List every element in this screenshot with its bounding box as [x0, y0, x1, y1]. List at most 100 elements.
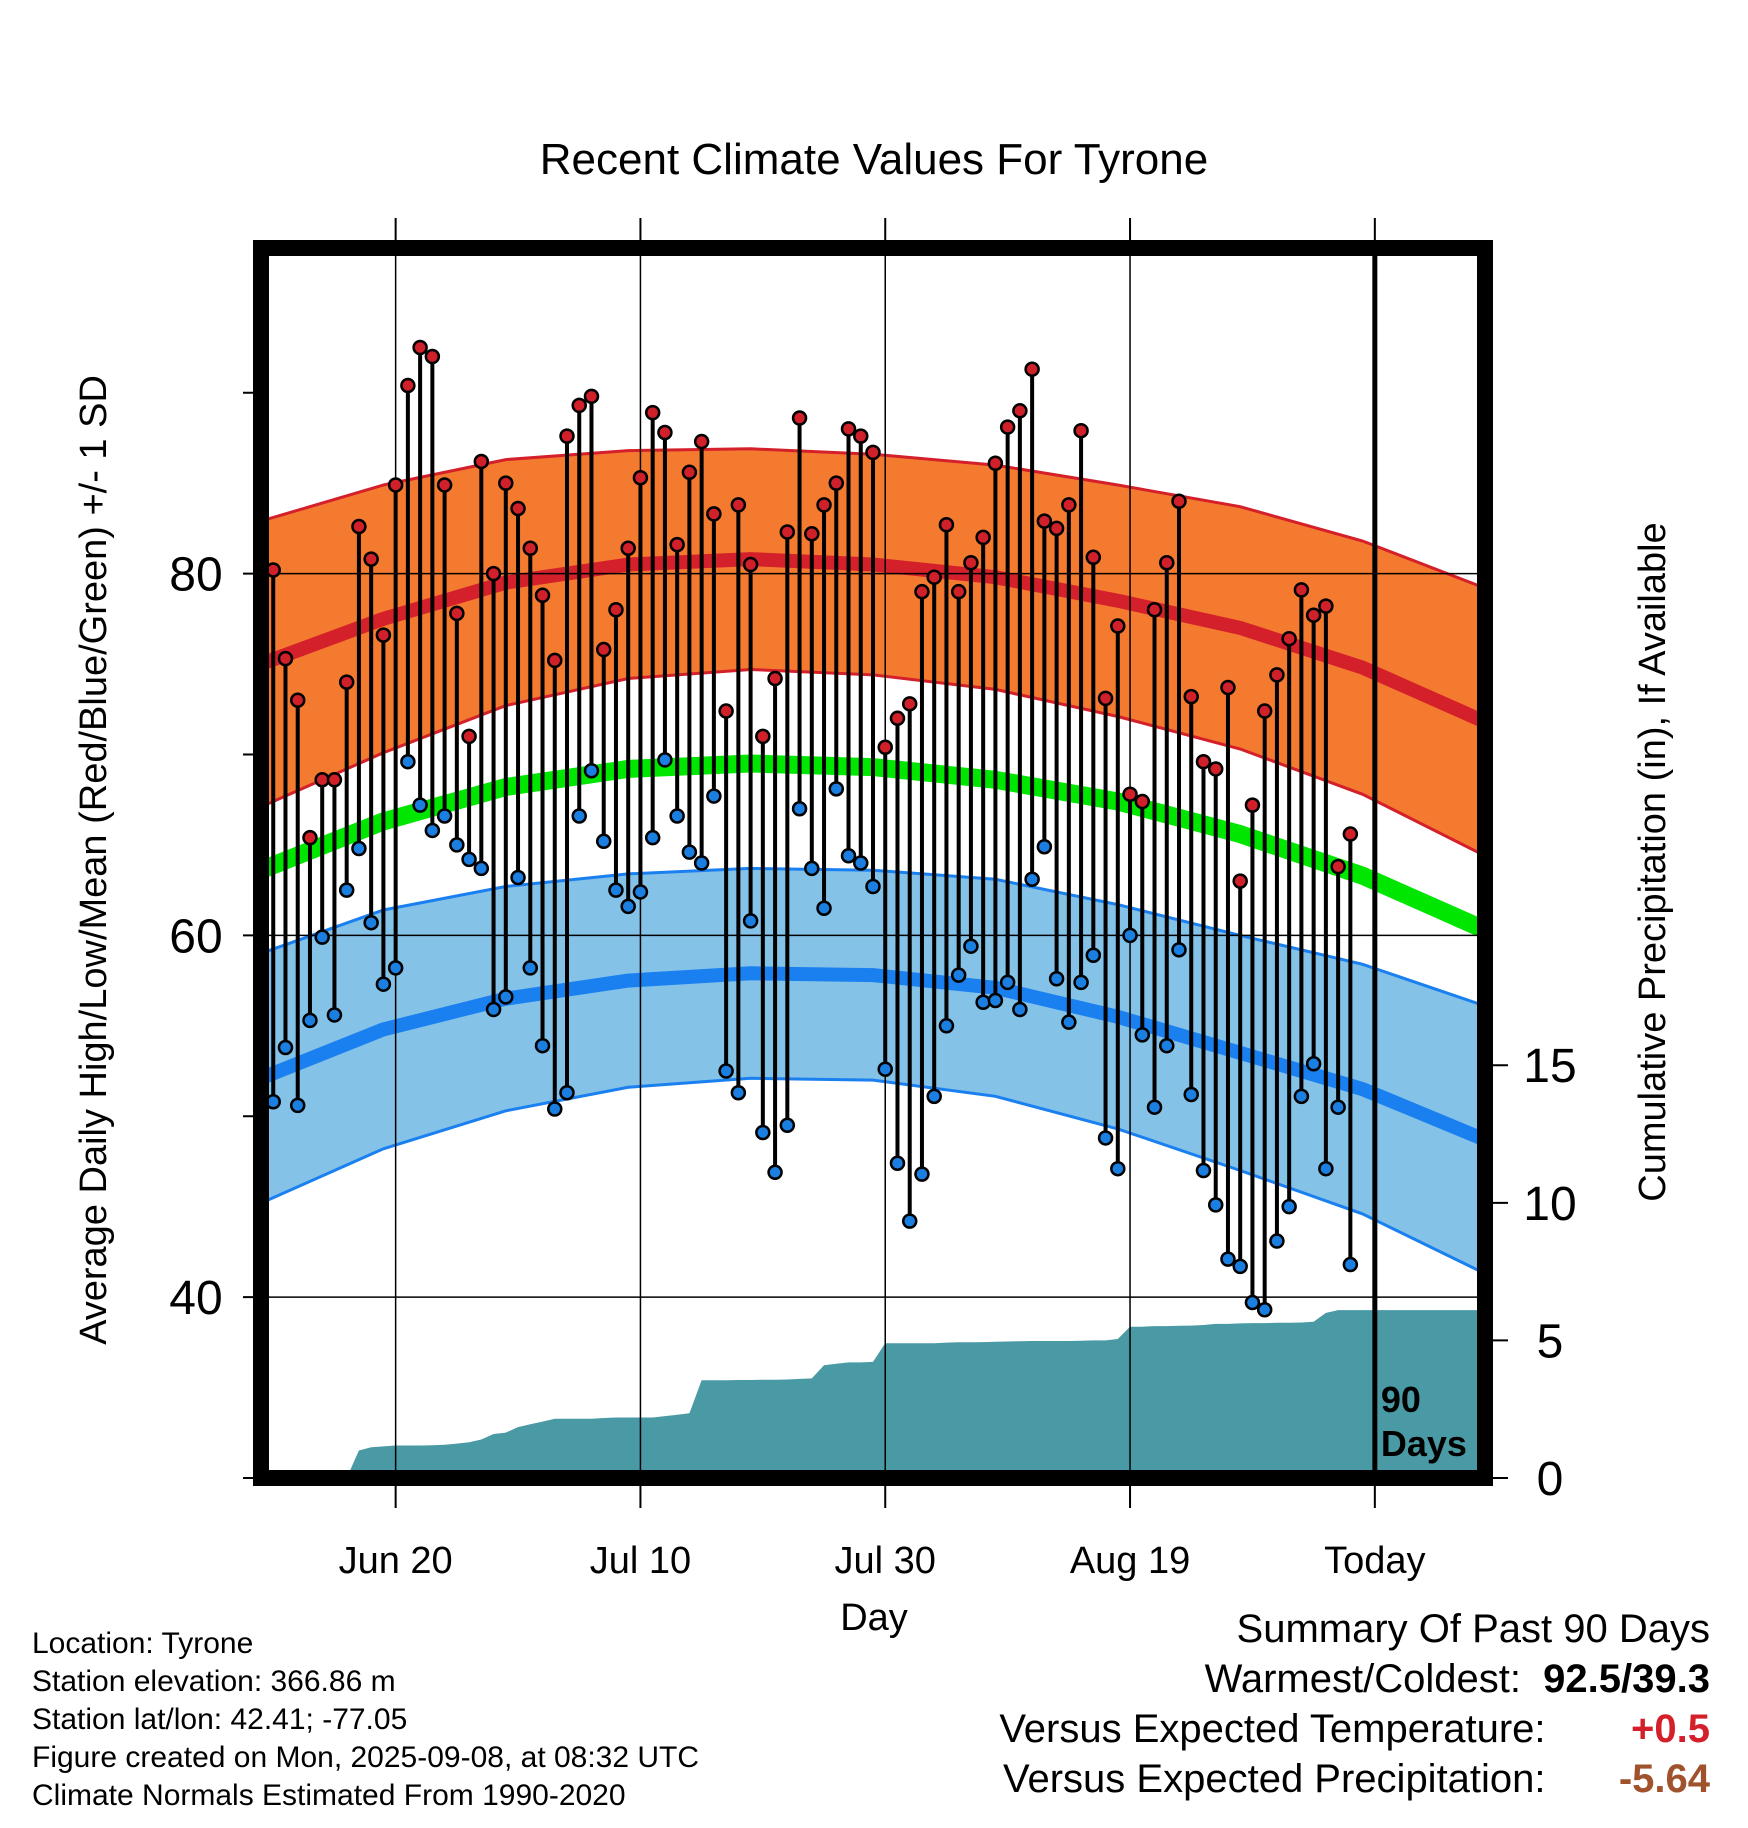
daily-high-point: [1110, 618, 1126, 634]
daily-high-point: [608, 602, 624, 618]
daily-low-point: [1195, 1162, 1212, 1179]
daily-low-point: [338, 882, 355, 898]
daily-low-point: [657, 752, 673, 768]
daily-high-point: [1293, 582, 1310, 598]
daily-high-point: [791, 410, 808, 426]
summary-warm-cold: Warmest/Coldest: 92.5/39.3: [999, 1654, 1710, 1704]
daily-low-point: [644, 829, 661, 846]
daily-low-point: [595, 833, 612, 850]
daily-low-point: [277, 1039, 294, 1056]
daily-low-point: [999, 974, 1016, 991]
daily-high-point: [375, 627, 392, 643]
daily-low-point: [1207, 1197, 1224, 1213]
precip-area: [261, 1310, 1485, 1478]
daily-high-point: [718, 703, 734, 719]
x-tick-label: Jun 20: [339, 1540, 453, 1582]
created-text: Figure created on Mon, 2025-09-08, at 08…: [32, 1741, 700, 1774]
y-axis-label-left: Average Daily High/Low/Mean (Red/Blue/Gr…: [73, 375, 115, 1345]
daily-low-point: [473, 860, 490, 877]
daily-low-point: [363, 914, 379, 931]
daily-high-point: [987, 455, 1004, 471]
daily-low-point: [1269, 1233, 1285, 1249]
daily-low-point: [1244, 1294, 1261, 1311]
daily-low-point: [449, 837, 465, 853]
daily-low-point: [840, 848, 857, 864]
daily-high-point: [975, 529, 991, 546]
daily-high-point: [877, 739, 893, 755]
location-text: Location: Tyrone: [32, 1627, 254, 1660]
daily-low-point: [1318, 1160, 1334, 1177]
daily-low-point: [583, 763, 600, 779]
daily-low-point: [400, 753, 416, 770]
daily-low-point: [1183, 1086, 1199, 1103]
plot-area: [261, 248, 1485, 1478]
daily-high-point: [889, 710, 906, 727]
daily-high-point: [473, 453, 490, 470]
daily-high-point: [1146, 602, 1163, 618]
daily-high-point: [1281, 630, 1297, 647]
daily-low-point: [901, 1213, 918, 1229]
daily-high-point: [338, 674, 355, 690]
daily-low-point: [1024, 871, 1040, 888]
daily-low-point: [853, 855, 869, 871]
daily-high-point: [1244, 797, 1261, 813]
daily-low-point: [1281, 1198, 1297, 1215]
daily-low-point: [1146, 1099, 1163, 1115]
daily-high-point: [865, 444, 881, 461]
daily-high-point: [804, 526, 820, 542]
daily-high-point: [547, 652, 563, 669]
daily-high-point: [1207, 761, 1224, 777]
summary-temp: Versus Expected Temperature: +0.5: [999, 1704, 1710, 1754]
today-label-number: 90: [1381, 1379, 1421, 1420]
daily-low-point: [865, 878, 881, 895]
daily-low-point: [804, 860, 820, 877]
daily-low-point: [302, 1012, 318, 1029]
daily-high-point: [1220, 679, 1236, 696]
daily-low-point: [693, 855, 710, 871]
daily-low-point: [485, 1001, 502, 1018]
daily-high-point: [644, 404, 661, 421]
daily-low-point: [1134, 1027, 1151, 1043]
daily-high-point: [1159, 554, 1175, 571]
precip-layer: [261, 1310, 1485, 1478]
daily-low-point: [816, 900, 832, 916]
daily-low-point: [914, 1166, 930, 1182]
daily-low-point: [436, 808, 453, 824]
daily-low-point: [424, 822, 441, 839]
daily-low-point: [534, 1037, 551, 1054]
daily-high-point: [1330, 858, 1346, 875]
daily-high-point: [1061, 497, 1077, 513]
daily-low-point: [498, 989, 514, 1005]
daily-high-point: [632, 469, 649, 486]
daily-low-point: [1048, 971, 1065, 987]
x-tick-label: Aug 19: [1070, 1540, 1190, 1582]
daily-high-point: [816, 497, 832, 513]
daily-high-point: [767, 670, 783, 687]
daily-low-point: [632, 884, 649, 900]
daily-low-point: [1097, 1130, 1114, 1146]
daily-high-point: [412, 339, 428, 356]
station-info: Location: Tyrone Station elevation: 366.…: [32, 1625, 699, 1815]
daily-high-point: [559, 428, 575, 444]
today-label-unit: Days: [1381, 1423, 1467, 1464]
daily-high-point: [926, 569, 942, 585]
axes: 40 60 80 0 5 10 15 Jun 20 Jul 10 Jul 30 Aug 19 Toda…: [169, 218, 1577, 1582]
daily-low-point: [730, 1084, 747, 1101]
daily-high-point: [779, 524, 796, 540]
daily-high-point: [583, 388, 600, 405]
daily-low-point: [706, 788, 722, 804]
daily-high-point: [302, 829, 318, 846]
daily-low-point: [963, 938, 979, 954]
daily-high-point: [669, 536, 685, 553]
daily-high-point: [706, 506, 722, 522]
x-axis-label: Day: [840, 1597, 908, 1639]
daily-high-point: [1036, 513, 1053, 529]
daily-low-point: [1171, 942, 1187, 958]
daily-high-point: [1318, 598, 1334, 614]
daily-low-point: [412, 797, 428, 813]
y-tick-label-right: 5: [1537, 1315, 1564, 1368]
daily-high-point: [277, 650, 294, 667]
daily-high-point: [1195, 753, 1212, 770]
daily-high-point: [1012, 403, 1028, 419]
daily-low-point: [326, 1007, 343, 1023]
